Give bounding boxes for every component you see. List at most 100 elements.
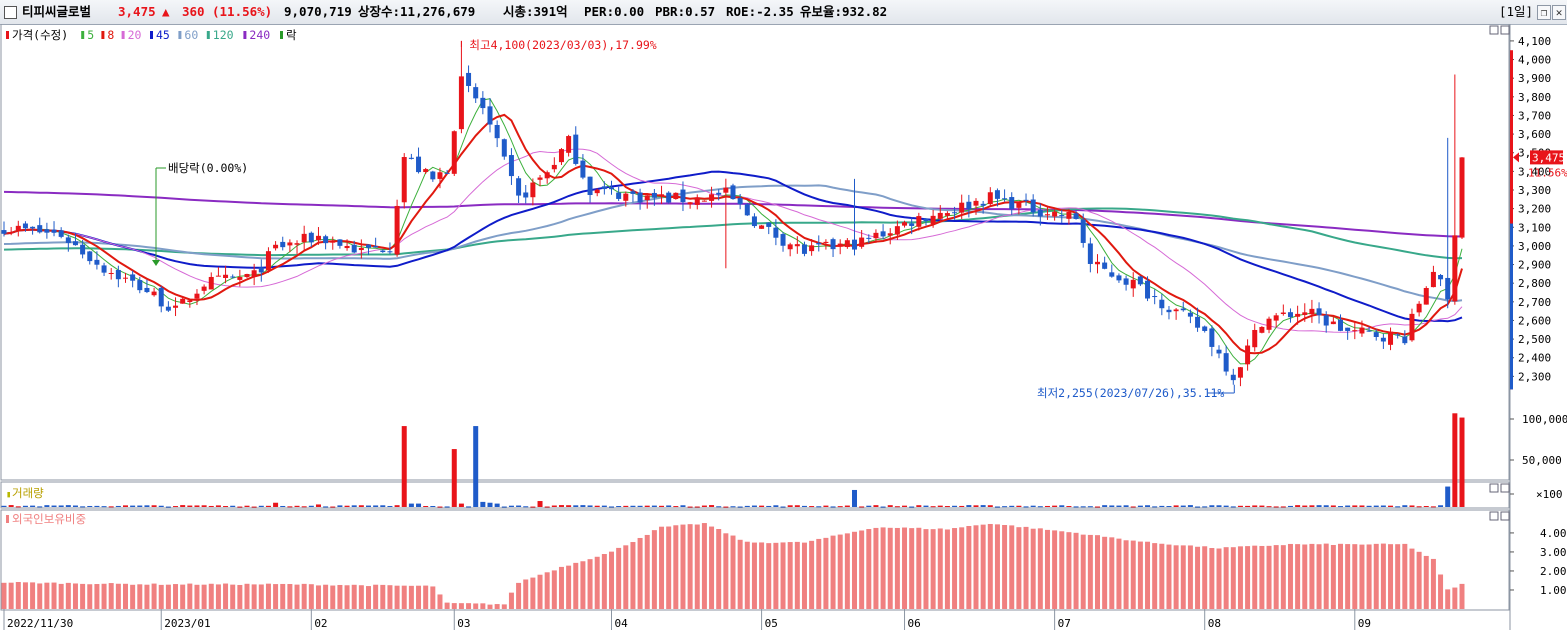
volume-bar [437, 506, 443, 508]
restore-button[interactable]: ❐ [1537, 5, 1551, 20]
volume-bar [866, 505, 872, 507]
volume-bar [1152, 506, 1158, 508]
ma5-line [3, 98, 1463, 365]
volume-bar [701, 505, 707, 507]
volume-bar [1173, 505, 1179, 507]
foreign-ratio-bar [180, 584, 186, 609]
x-tick-label: 05 [765, 617, 778, 630]
candle-body [759, 225, 765, 229]
foreign-ratio-bar [72, 583, 78, 609]
foreign-ratio-bar [223, 583, 229, 609]
legend-swatch [243, 31, 247, 39]
candle-body [351, 244, 357, 253]
volume-bar [887, 505, 893, 507]
candle-body [830, 239, 836, 250]
volume-tick-label: ×100 [1536, 488, 1563, 501]
foreign-ratio-bar [1195, 546, 1201, 609]
x-tick-label: 07 [1058, 617, 1071, 630]
volume-bar [444, 506, 450, 508]
candle-body [630, 191, 636, 194]
volume-bar [373, 505, 379, 507]
foreign-ratio-bar [566, 565, 572, 609]
price-tick-label: 3,400 [1518, 165, 1551, 178]
volume-bar [1402, 505, 1408, 507]
volume-bar [1066, 506, 1072, 508]
volume-bar [780, 506, 786, 508]
foreign-ratio-bar [1302, 544, 1308, 609]
legend-item: 20 [128, 28, 142, 42]
foreign-ratio-bar [701, 523, 707, 609]
volume-bar [1137, 505, 1143, 507]
day-range-bar [1510, 50, 1513, 390]
foreign-ratio-bar [959, 527, 965, 609]
foreign-ratio-bar [651, 530, 657, 609]
volume-bar [1195, 506, 1201, 508]
volume-bar [130, 505, 136, 507]
retention-ratio: 유보율:932.82 [800, 4, 888, 19]
candle-body [616, 192, 622, 199]
foreign-ratio-bar [787, 542, 793, 609]
volume-bar [187, 505, 193, 507]
candle-body [966, 201, 972, 210]
foreign-ratio-bar [1123, 540, 1129, 609]
foreign-legend-swatch [6, 515, 9, 523]
candle-body [1145, 280, 1151, 299]
volume-bar [115, 505, 121, 507]
volume-bar [1366, 505, 1372, 507]
foreign-ratio-bar [494, 604, 500, 609]
candle-body [1123, 278, 1129, 285]
volume-bar [315, 504, 321, 507]
volume-bar [1187, 505, 1193, 507]
select-checkbox[interactable] [4, 6, 17, 19]
foreign-ratio-bar [859, 530, 865, 609]
foreign-ratio-bar [1, 582, 7, 609]
legend-item: 락 [286, 28, 297, 42]
volume-bar [523, 506, 529, 508]
volume-bar [880, 506, 886, 508]
candle-body [401, 157, 407, 203]
foreign-ratio-bar [1459, 583, 1465, 609]
candle-body [1245, 345, 1251, 365]
foreign-ratio-bar [15, 581, 21, 609]
volume-bar [1223, 505, 1229, 507]
candle-body [1438, 275, 1444, 280]
foreign-ratio-bar [816, 538, 822, 609]
foreign-ratio-bar [902, 527, 908, 609]
legend-item: 5 [87, 28, 94, 42]
candle-body [65, 237, 71, 243]
foreign-ratio-bar [101, 583, 107, 609]
candle-body [1044, 214, 1050, 216]
candle-body [301, 233, 307, 243]
candle-body [258, 267, 264, 273]
candle-body [265, 251, 271, 271]
foreign-ratio-bar [1073, 532, 1079, 609]
period-selector[interactable]: [1일] [1499, 4, 1534, 19]
volume-bar [773, 505, 779, 507]
candle-body [194, 293, 200, 299]
foreign-ratio-bar [966, 525, 972, 609]
volume-bar [551, 505, 557, 507]
candle-body [180, 298, 186, 304]
price-change-pct: (11.56%) [212, 4, 273, 19]
foreign-ratio-bar [973, 525, 979, 609]
volume-bar [837, 506, 843, 508]
volume-bar [337, 505, 343, 507]
volume-bar [694, 506, 700, 508]
candle-body [215, 275, 221, 277]
foreign-tick-label: 1.00 [1540, 584, 1567, 597]
legend-swatch [101, 31, 105, 39]
volume-bar [1030, 505, 1036, 507]
candle-body [894, 226, 900, 235]
candle-body [773, 227, 779, 238]
volume-bar [644, 505, 650, 507]
foreign-ratio-bar [22, 582, 28, 609]
foreign-ratio-bar [987, 523, 993, 609]
candle-body [1209, 328, 1215, 347]
candle-body [716, 192, 722, 195]
volume-bar [1252, 505, 1258, 507]
candle-body [173, 305, 179, 308]
volume-bar [308, 505, 314, 507]
candle-body [909, 223, 915, 226]
candle-body [508, 155, 514, 177]
close-button[interactable]: ✕ [1552, 5, 1566, 20]
